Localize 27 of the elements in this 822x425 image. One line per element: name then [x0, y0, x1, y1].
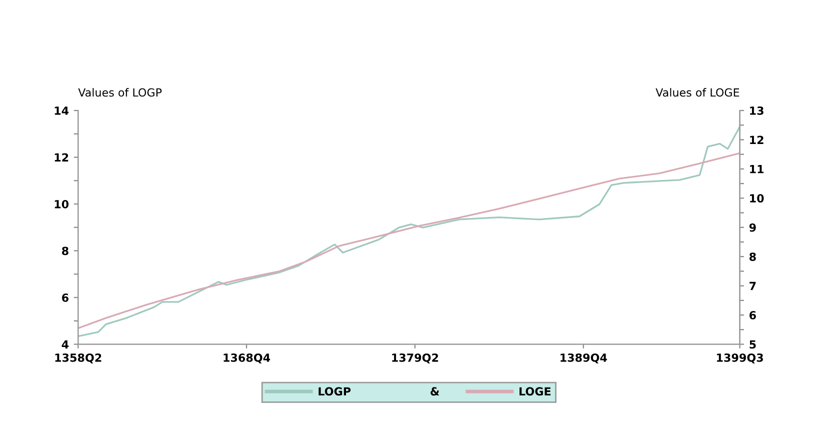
y-tick-label: 12 [54, 153, 68, 162]
y2-tick-label: 8 [750, 252, 756, 261]
text: & [430, 387, 440, 396]
y-tick-label: 6 [62, 293, 68, 302]
x-tick-label: 1358Q2 [55, 353, 102, 364]
y2-axis-title: Values of LOGE [656, 88, 740, 97]
y-tick-label: 8 [62, 246, 68, 256]
x-tick-label: 1368Q4 [224, 353, 270, 364]
y2-tick-label: 7 [750, 282, 756, 290]
y2-tick-label: 6 [750, 311, 756, 320]
legend-label: LOGE [520, 387, 551, 396]
y2-tick-label: 11 [750, 165, 764, 174]
line-series [78, 152, 740, 330]
y-tick-label: 14 [54, 106, 69, 115]
legend-label: LOGP [318, 387, 351, 396]
x-tick-label: 1379Q2 [392, 353, 438, 364]
y2-tick-label: 12 [750, 136, 764, 144]
line-series [78, 126, 740, 338]
y2-tick-label: 9 [749, 223, 756, 232]
y-tick-label: 10 [54, 200, 69, 208]
y2-tick-label: 5 [750, 340, 756, 349]
y2-tick-label: 13 [750, 106, 764, 115]
y2-tick-label: 10 [750, 194, 764, 203]
x-tick-label: 1399Q3 [717, 353, 763, 364]
y-axis-title: Values of LOGP [78, 88, 162, 97]
y-tick-label: 4 [62, 340, 69, 348]
x-tick-label: 1389Q4 [560, 353, 607, 364]
